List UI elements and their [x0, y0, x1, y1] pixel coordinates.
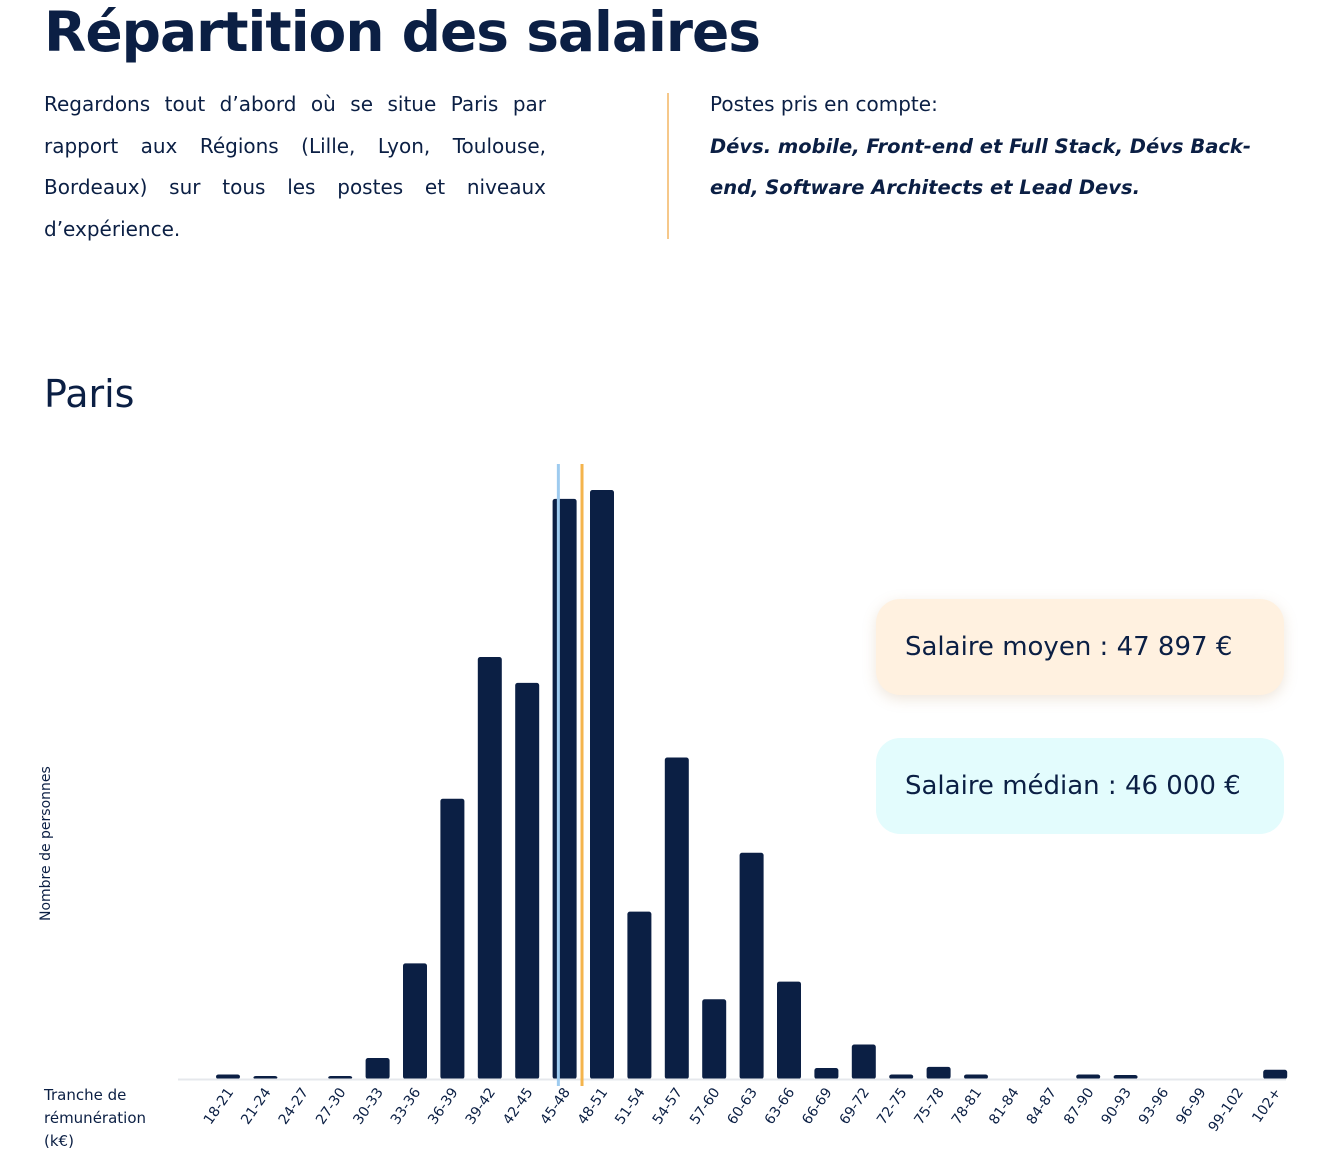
bar-27-30 — [328, 1076, 353, 1079]
page-title: Répartition des salaires — [44, 0, 761, 64]
x-tick-label: 57-60 — [687, 1085, 723, 1128]
intro-paragraph: Regardons tout d’abord où se situe Paris… — [44, 92, 546, 241]
bar-54-57 — [664, 757, 689, 1079]
x-tick-label: 102+ — [1249, 1085, 1284, 1126]
x-tick-label: 78-81 — [949, 1085, 985, 1128]
bar-90-93 — [1113, 1075, 1138, 1079]
bar-51-54 — [627, 911, 652, 1079]
x-tick-label: 18-21 — [201, 1085, 237, 1128]
x-tick-label: 51-54 — [612, 1085, 648, 1128]
x-tick-label: 54-57 — [650, 1085, 686, 1128]
x-tick-label: 45-48 — [537, 1085, 573, 1128]
x-tick-label: 87-90 — [1061, 1085, 1097, 1128]
x-tick-label: 66-69 — [799, 1085, 835, 1128]
bar-72-75 — [889, 1074, 914, 1079]
x-tick-label: 33-36 — [388, 1085, 424, 1128]
bar-102+ — [1263, 1069, 1288, 1079]
bar-36-39 — [440, 798, 465, 1079]
x-tick-label: 60-63 — [724, 1085, 760, 1128]
positions-label: Postes pris en compte: — [710, 92, 938, 116]
x-tick-label: 96-99 — [1173, 1085, 1209, 1128]
bar-18-21 — [216, 1074, 240, 1079]
bar-48-51 — [590, 490, 614, 1079]
x-tick-label: 90-93 — [1098, 1085, 1134, 1128]
median-salary-card: Salaire médian : 46 000 € — [876, 738, 1284, 834]
x-tick-label: 99-102 — [1206, 1085, 1248, 1135]
y-axis-label: Nombre de personnes — [38, 766, 54, 921]
x-tick-label: 42-45 — [500, 1085, 536, 1128]
median-salary-text: Salaire médian : 46 000 € — [905, 771, 1241, 801]
x-tick-label: 24-27 — [276, 1085, 312, 1128]
bar-63-66 — [777, 981, 801, 1079]
mean-salary-card: Salaire moyen : 47 897 € — [876, 599, 1284, 695]
column-divider — [667, 93, 669, 239]
x-tick-label: 69-72 — [837, 1085, 873, 1128]
bar-45-48 — [552, 498, 577, 1079]
x-tick-label: 39-42 — [463, 1085, 499, 1128]
positions-list: Dévs. mobile, Front-end et Full Stack, D… — [710, 134, 1251, 200]
bar-66-69 — [814, 1068, 839, 1079]
bar-78-81 — [964, 1074, 988, 1079]
x-tick-label: 84-87 — [1024, 1085, 1060, 1128]
x-tick-label: 36-39 — [425, 1085, 461, 1128]
x-axis-label: Tranche de rémunération (k€) — [44, 1086, 147, 1150]
bar-42-45 — [515, 682, 540, 1079]
bar-21-24 — [253, 1076, 278, 1079]
x-tick-label: 75-78 — [911, 1085, 947, 1128]
bar-75-78 — [926, 1066, 951, 1079]
x-tick-label: 21-24 — [238, 1085, 274, 1128]
x-tick-label: 27-30 — [313, 1085, 349, 1128]
bar-39-42 — [477, 656, 502, 1079]
bar-87-90 — [1076, 1074, 1101, 1079]
positions-block: Postes pris en compte: Dévs. mobile, Fro… — [710, 84, 1270, 209]
bar-33-36 — [403, 963, 427, 1079]
x-tick-label: 63-66 — [762, 1085, 798, 1128]
x-tick-label: 81-84 — [986, 1085, 1022, 1128]
x-tick-label: 72-75 — [874, 1085, 910, 1128]
salary-histogram: 18-21 21-24 24-27 27-30 30-33 33-36 36-39 39-42… — [178, 464, 1288, 1135]
bar-57-60 — [702, 999, 727, 1079]
bar-69-72 — [851, 1044, 876, 1079]
bar-30-33 — [365, 1058, 390, 1079]
city-heading: Paris — [44, 372, 135, 416]
x-tick-label: 93-96 — [1136, 1085, 1172, 1128]
x-tick-label: 30-33 — [350, 1085, 386, 1128]
x-tick-label: 48-51 — [575, 1085, 611, 1128]
bar-60-63 — [739, 852, 764, 1079]
mean-salary-text: Salaire moyen : 47 897 € — [905, 632, 1233, 662]
